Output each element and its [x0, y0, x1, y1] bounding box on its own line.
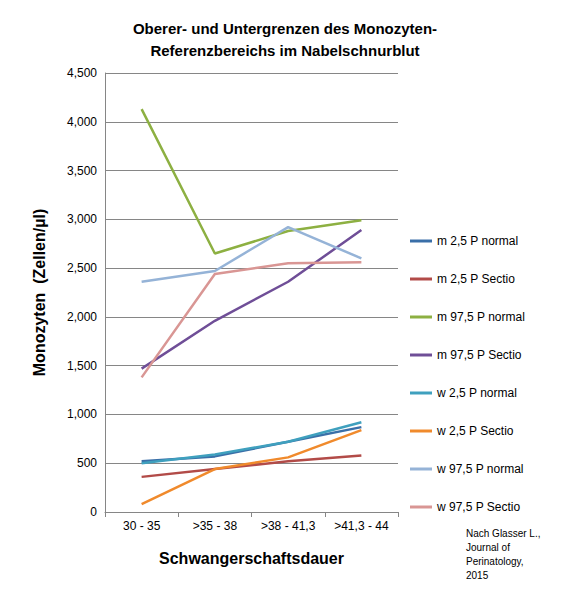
svg-text:Perinatology,: Perinatology,: [466, 556, 524, 567]
svg-text:Journal of: Journal of: [466, 542, 510, 553]
svg-text:1,000: 1,000: [67, 407, 97, 421]
svg-text:m 2,5 P normal: m 2,5 P normal: [437, 234, 518, 248]
svg-text:w 97,5 P Sectio: w 97,5 P Sectio: [436, 500, 520, 514]
svg-text:Referenzbereichs im Nabelschnu: Referenzbereichs im Nabelschnurblut: [150, 42, 419, 59]
svg-text:Oberer- und Untergrenzen des M: Oberer- und Untergrenzen des Monozyten-: [133, 20, 437, 37]
svg-text:3,000: 3,000: [67, 212, 97, 226]
svg-text:Monozyten (Zellen/µl): Monozyten (Zellen/µl): [31, 209, 48, 376]
svg-text:2015: 2015: [466, 570, 489, 581]
svg-text:Nach Glasser L.,: Nach Glasser L.,: [466, 528, 540, 539]
svg-text:m 97,5 P normal: m 97,5 P normal: [437, 310, 525, 324]
svg-text:500: 500: [77, 456, 97, 470]
svg-text:>41,3 - 44: >41,3 - 44: [334, 519, 389, 533]
svg-text:>38 - 41,3: >38 - 41,3: [261, 519, 316, 533]
svg-text:m 2,5 P Sectio: m 2,5 P Sectio: [437, 272, 515, 286]
svg-text:4,000: 4,000: [67, 115, 97, 129]
svg-text:m 97,5 P Sectio: m 97,5 P Sectio: [437, 348, 522, 362]
svg-text:0: 0: [90, 505, 97, 519]
svg-text:w 2,5 P Sectio: w 2,5 P Sectio: [436, 424, 514, 438]
svg-text:>35 - 38: >35 - 38: [193, 519, 238, 533]
svg-text:3,500: 3,500: [67, 164, 97, 178]
svg-text:4,500: 4,500: [67, 66, 97, 80]
svg-text:2,000: 2,000: [67, 310, 97, 324]
svg-text:w 2,5 P normal: w 2,5 P normal: [436, 386, 517, 400]
svg-text:2,500: 2,500: [67, 261, 97, 275]
svg-text:Schwangerschaftsdauer: Schwangerschaftsdauer: [159, 550, 344, 567]
svg-text:30 - 35: 30 - 35: [123, 519, 161, 533]
svg-text:1,500: 1,500: [67, 359, 97, 373]
svg-text:w 97,5 P normal: w 97,5 P normal: [436, 462, 524, 476]
